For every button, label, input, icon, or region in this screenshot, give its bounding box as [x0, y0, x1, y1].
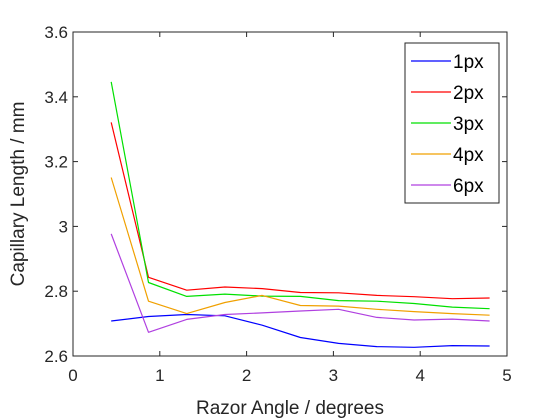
y-tick-label: 3.4 [44, 88, 68, 107]
legend-label-4px: 4px [453, 145, 484, 166]
legend-label-6px: 6px [453, 176, 484, 197]
x-tick-label: 2 [242, 366, 251, 385]
legend-label-1px: 1px [453, 52, 484, 73]
y-tick-label: 3 [59, 217, 68, 236]
y-tick-label: 3.6 [44, 23, 68, 42]
ticks-layer: 0 1 2 3 4 5 2.6 2.8 3 3.2 3.4 3.6 [44, 23, 511, 385]
y-tick-label: 2.6 [44, 347, 68, 366]
series-line-2px [110, 122, 490, 300]
y-axis-label: Capillary Length / mm [8, 102, 29, 287]
y-tick-label: 3.2 [44, 153, 68, 172]
x-tick-label: 3 [329, 366, 338, 385]
axes-layer [72, 31, 508, 357]
x-axis-label: Razor Angle / degrees [196, 398, 384, 419]
x-tick-label: 5 [502, 366, 511, 385]
x-tick-label: 1 [155, 366, 164, 385]
x-tick-label: 4 [415, 366, 424, 385]
legend-label-2px: 2px [453, 83, 484, 104]
axes-box [72, 31, 508, 357]
series-layer [110, 81, 490, 348]
y-tick-label: 2.8 [44, 282, 68, 301]
legend: 1px 2px 3px 4px 6px [404, 42, 500, 204]
series-line-3px [110, 81, 490, 310]
x-tick-label: 0 [68, 366, 77, 385]
series-line-6px [110, 233, 490, 333]
legend-label-3px: 3px [453, 114, 484, 135]
series-line-1px [111, 313, 490, 348]
series-line-4px [110, 177, 490, 316]
